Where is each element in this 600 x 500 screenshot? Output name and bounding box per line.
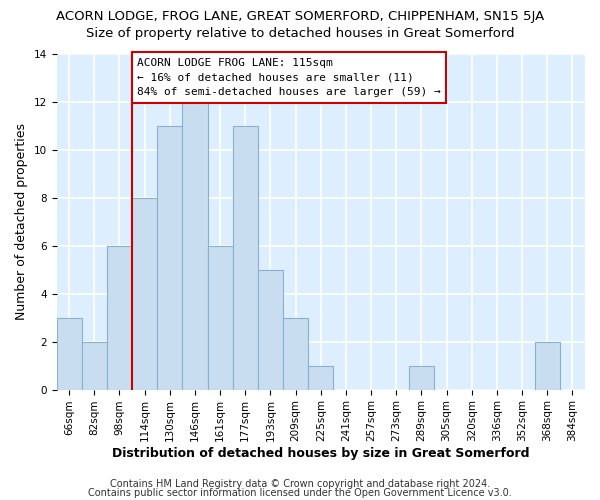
Bar (233, 126, 258, 390)
Bar (107, 246, 132, 390)
Bar (132, 198, 157, 390)
Y-axis label: Number of detached properties: Number of detached properties (15, 124, 28, 320)
Bar (208, 246, 233, 390)
Text: ACORN LODGE, FROG LANE, GREAT SOMERFORD, CHIPPENHAM, SN15 5JA: ACORN LODGE, FROG LANE, GREAT SOMERFORD,… (56, 10, 544, 23)
Bar (409, 366, 434, 390)
Bar (157, 126, 182, 390)
Text: ACORN LODGE FROG LANE: 115sqm
← 16% of detached houses are smaller (11)
84% of s: ACORN LODGE FROG LANE: 115sqm ← 16% of d… (137, 58, 441, 97)
Bar (283, 318, 308, 390)
Text: Size of property relative to detached houses in Great Somerford: Size of property relative to detached ho… (86, 28, 514, 40)
Bar (535, 342, 560, 390)
Bar (258, 270, 283, 390)
X-axis label: Distribution of detached houses by size in Great Somerford: Distribution of detached houses by size … (112, 447, 530, 460)
Text: Contains HM Land Registry data © Crown copyright and database right 2024.: Contains HM Land Registry data © Crown c… (110, 479, 490, 489)
Bar (308, 366, 334, 390)
Bar (82, 342, 107, 390)
Bar (56, 318, 82, 390)
Text: Contains public sector information licensed under the Open Government Licence v3: Contains public sector information licen… (88, 488, 512, 498)
Bar (182, 102, 208, 390)
